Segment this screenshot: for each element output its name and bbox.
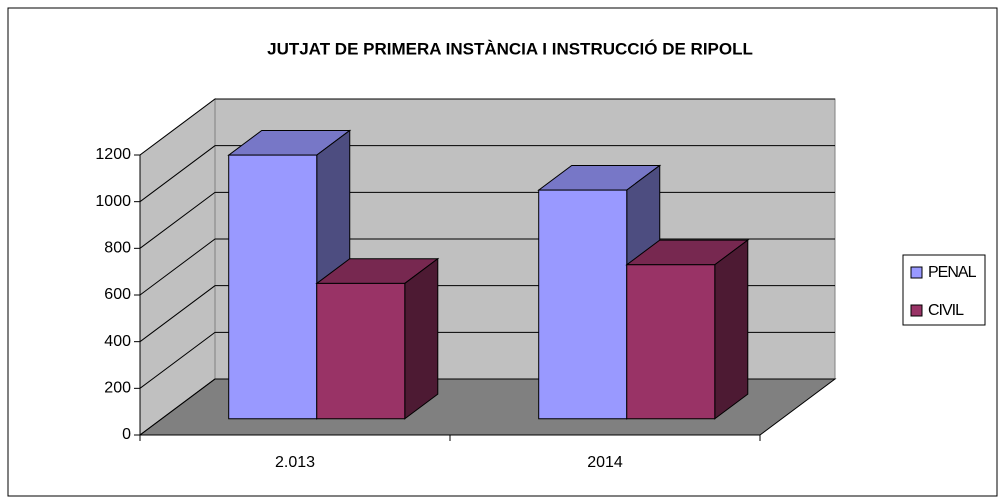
bar (626, 264, 716, 420)
x-tick-label: 2.013 (275, 454, 315, 471)
grid-line (139, 98, 835, 156)
y-tick-label: 1000 (95, 193, 131, 210)
y-tick-label: 800 (104, 240, 131, 257)
bar-side (404, 257, 439, 420)
y-tick-label: 0 (122, 426, 131, 443)
y-tick-label: 400 (104, 333, 131, 350)
legend-swatch (910, 304, 923, 317)
grid-line (139, 145, 835, 203)
bar (316, 282, 406, 420)
bar (538, 189, 628, 420)
y-tick-label: 1200 (95, 146, 131, 163)
legend-label: CIVIL (928, 302, 964, 319)
y-tick-label: 200 (104, 380, 131, 397)
legend-label: PENAL (928, 264, 977, 281)
x-tick-label: 2014 (587, 454, 623, 471)
bar (228, 154, 318, 420)
legend-swatch (910, 266, 923, 279)
y-tick-label: 600 (104, 286, 131, 303)
bar-side (714, 239, 749, 420)
chart-title: JUTJAT DE PRIMERA INSTÀNCIA I INSTRUCCIÓ… (267, 39, 753, 58)
